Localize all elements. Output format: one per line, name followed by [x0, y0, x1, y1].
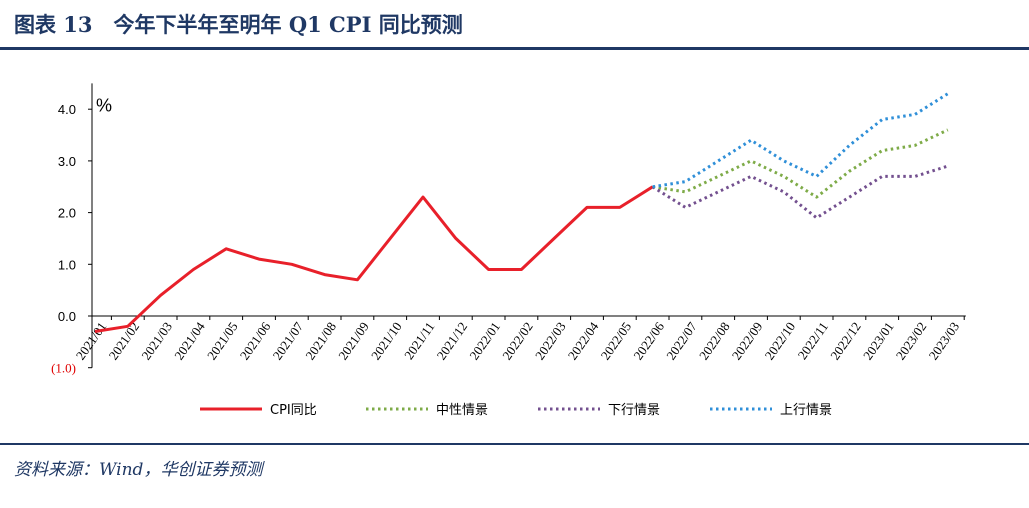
x-tick-label: 2023/03: [926, 319, 963, 363]
x-tick-label: 2021/04: [171, 319, 208, 363]
x-tick-label: 2021/10: [368, 319, 405, 363]
x-tick-label: 2021/03: [138, 319, 175, 363]
x-tick-label: 2021/07: [270, 319, 307, 363]
x-tick-label: 2022/03: [532, 319, 569, 363]
x-tick-label: 2022/12: [827, 319, 864, 363]
x-tick-label: 2022/05: [598, 319, 635, 363]
y-tick-label: 0.0: [58, 309, 76, 324]
y-tick-label: 2.0: [58, 206, 76, 221]
series-line: [652, 92, 949, 189]
x-tick-label: 2021/05: [204, 319, 241, 363]
x-tick-label: 2022/11: [795, 319, 831, 362]
x-tick-label: 2021/12: [434, 319, 471, 363]
legend-label: 中性情景: [436, 403, 488, 418]
series-line: [651, 164, 949, 220]
figure-title: 图表 13 今年下半年至明年 Q1 CPI 同比预测: [14, 12, 463, 37]
x-tick-label: 2022/07: [663, 319, 700, 363]
series-line: [94, 185, 654, 333]
legend-label: 上行情景: [780, 403, 832, 418]
y-tick-label: (1.0): [51, 361, 76, 376]
x-tick-label: 2023/02: [893, 319, 930, 363]
x-tick-label: 2022/09: [729, 319, 766, 363]
x-tick-label: 2021/06: [237, 319, 274, 363]
x-tick-label: 2021/11: [401, 319, 437, 362]
x-tick-label: 2022/08: [696, 319, 733, 363]
y-tick-label: 4.0: [58, 102, 76, 117]
x-tick-label: 2023/01: [860, 319, 897, 363]
legend-label: 下行情景: [608, 403, 660, 418]
cpi-line-chart: 4.03.02.01.00.0(1.0)%2021/012021/022021/…: [51, 83, 966, 418]
y-unit-label: %: [96, 95, 112, 115]
x-tick-label: 2021/01: [73, 319, 110, 363]
x-tick-label: 2022/06: [630, 319, 667, 363]
x-tick-label: 2022/02: [499, 319, 536, 363]
x-tick-label: 2022/04: [565, 319, 602, 363]
legend-label: CPI同比: [270, 403, 317, 418]
source-rule: [0, 443, 1029, 445]
x-tick-label: 2022/01: [466, 319, 503, 363]
y-tick-label: 3.0: [58, 154, 76, 169]
x-tick-label: 2021/09: [335, 319, 372, 363]
series-line: [652, 128, 949, 199]
x-tick-label: 2021/08: [302, 319, 339, 363]
source-note: 资料来源：Wind，华创证券预测: [14, 460, 263, 480]
y-tick-label: 1.0: [58, 257, 76, 272]
title-rule: [0, 47, 1029, 50]
x-tick-label: 2022/10: [762, 319, 799, 363]
